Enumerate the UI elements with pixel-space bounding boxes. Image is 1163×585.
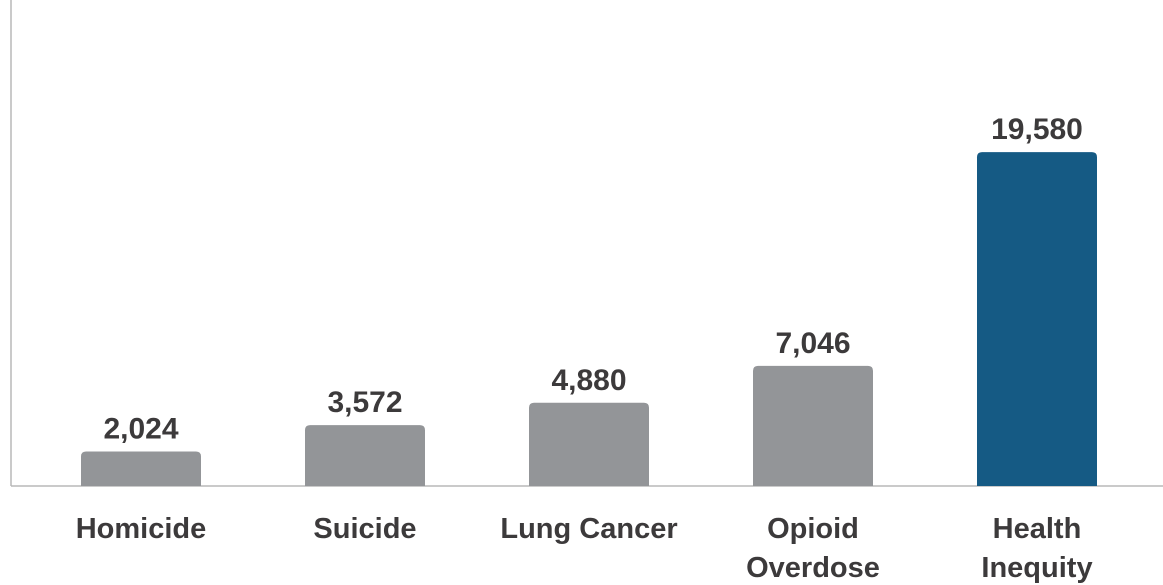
category-label-homicide: Homicide xyxy=(76,513,207,545)
bars xyxy=(81,152,1097,486)
bar-suicide xyxy=(305,425,425,486)
category-label-line: Homicide xyxy=(76,513,207,545)
category-label-line: Overdose xyxy=(746,552,880,584)
value-label-suicide: 3,572 xyxy=(327,386,402,419)
category-label-line: Inequity xyxy=(981,552,1092,584)
category-label-line: Opioid xyxy=(767,513,859,545)
bar-health-inequity xyxy=(977,152,1097,486)
value-label-opioid-overdose: 7,046 xyxy=(775,327,850,360)
category-label-opioid-overdose: Opioid Overdose xyxy=(746,513,880,584)
bar-opioid-overdose xyxy=(753,365,873,486)
bar-lung-cancer xyxy=(529,402,649,486)
category-label-line: Suicide xyxy=(313,513,416,545)
category-label-line: Lung Cancer xyxy=(500,513,677,545)
category-label-suicide: Suicide xyxy=(313,513,416,545)
category-label-health-inequity: Health Inequity xyxy=(981,513,1092,584)
value-label-homicide: 2,024 xyxy=(103,412,178,445)
value-label-lung-cancer: 4,880 xyxy=(551,364,626,397)
category-labels: Homicide Suicide Lung Cancer Opioid Overdose… xyxy=(76,513,1093,584)
category-label-line: Health xyxy=(993,513,1082,545)
value-label-health-inequity: 19,580 xyxy=(991,113,1083,146)
value-labels: 2,024 3,572 4,880 7,046 19,580 xyxy=(103,113,1082,445)
bar-homicide xyxy=(81,451,201,486)
category-label-lung-cancer: Lung Cancer xyxy=(500,513,677,545)
